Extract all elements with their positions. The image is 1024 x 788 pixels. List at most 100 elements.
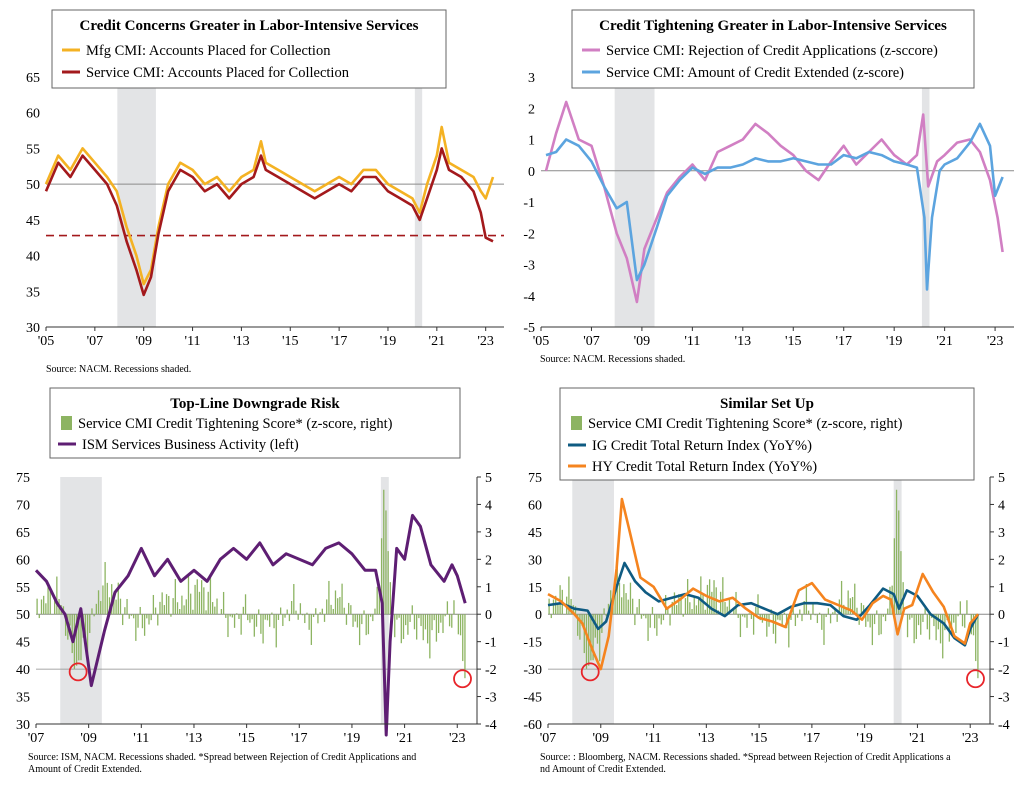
score-bar-101 [255, 614, 258, 627]
score-bar-33 [618, 582, 621, 615]
score-bar-106 [266, 614, 269, 621]
score-bar-48 [651, 606, 654, 615]
score-bar-89 [229, 614, 231, 617]
right-tick-label: -4 [998, 718, 1010, 733]
source-note-line1: Source: : Bloomberg, NACM. Recessions sh… [540, 752, 951, 763]
y-tick-label: 1 [528, 134, 535, 149]
score-bar-185 [440, 614, 442, 623]
score-bar-191 [453, 600, 455, 615]
score-bar-73 [706, 584, 709, 615]
score-bar-74 [196, 579, 198, 615]
x-tick-label: '09 [135, 334, 152, 349]
score-bar-195 [975, 614, 977, 662]
score-bar-91 [746, 614, 748, 628]
score-bar-31 [102, 585, 104, 615]
score-bar-160 [898, 510, 900, 615]
series-lines [34, 513, 467, 737]
score-bar-120 [297, 614, 299, 620]
score-bar-133 [326, 599, 328, 615]
y-tick-label: -15 [523, 636, 542, 651]
score-bar-26 [603, 608, 605, 615]
score-bar-40 [634, 614, 636, 626]
score-bar-20 [590, 614, 592, 661]
score-bar-149 [873, 614, 876, 625]
score-bar-159 [895, 489, 898, 615]
score-bar-76 [201, 580, 203, 615]
score-bar-179 [426, 614, 429, 644]
score-bar-147 [869, 614, 871, 628]
score-bar-117 [290, 601, 293, 615]
recession-shading [117, 77, 423, 327]
score-bar-61 [168, 595, 170, 615]
score-bar-135 [843, 604, 845, 615]
score-bar-60 [165, 594, 168, 615]
score-bar-178 [937, 614, 939, 630]
score-bar-128 [315, 608, 317, 615]
score-bar-65 [176, 602, 179, 615]
score-bar-34 [621, 597, 623, 615]
series-line-2 [547, 497, 980, 671]
score-bar-139 [339, 596, 341, 615]
right-tick-label: -4 [485, 718, 497, 733]
score-bar-119 [295, 610, 297, 615]
x-axis-ticks: '05 '07 '09 '11 '13 '15 '17 '19 '21 '23 [38, 327, 494, 349]
score-bar-41 [124, 607, 126, 615]
score-bar-63 [172, 598, 174, 615]
score-bar-148 [871, 614, 874, 646]
legend-label-score: Service CMI Credit Tightening Score* (z-… [78, 416, 393, 432]
source-note-line2: Amount of Credit Extended. [28, 764, 142, 775]
score-bar-175 [418, 614, 420, 619]
score-bar-70 [700, 576, 702, 615]
score-bar-90 [231, 614, 234, 618]
score-bar-104 [262, 614, 264, 644]
score-bar-126 [310, 614, 313, 645]
right-tick-label: 2 [998, 553, 1005, 568]
score-bar-103 [260, 614, 262, 634]
score-bar-182 [433, 614, 435, 621]
score-bar-184 [950, 614, 953, 634]
score-bar-174 [928, 614, 931, 640]
score-bar-190 [451, 614, 453, 628]
series-lines [544, 100, 1004, 304]
right-tick-label: 0 [998, 608, 1005, 623]
score-bar-113 [282, 614, 284, 627]
right-tick-label: -2 [485, 663, 497, 678]
score-bar-112 [792, 607, 794, 615]
y-tick-label: -5 [523, 321, 535, 336]
score-bar-24 [86, 614, 89, 662]
right-tick-label: 1 [485, 581, 492, 596]
x-tick-label: '23 [962, 731, 979, 746]
x-tick-label: '19 [344, 731, 361, 746]
y-tick-label: 75 [16, 471, 30, 486]
score-bar-107 [269, 614, 271, 627]
recession-shading [572, 477, 902, 724]
right-tick-label: 5 [998, 471, 1005, 486]
y-tick-label: 2 [528, 102, 535, 117]
score-bar-69 [185, 599, 187, 615]
score-bar-154 [884, 614, 887, 622]
score-bar-31 [614, 585, 616, 615]
score-bar-58 [161, 592, 163, 615]
series-line-2 [44, 147, 494, 297]
score-bar-156 [376, 586, 378, 615]
score-bar-44 [130, 614, 133, 616]
score-bar-49 [141, 614, 144, 629]
score-bar-162 [389, 582, 391, 615]
score-bar-1 [36, 598, 38, 615]
x-tick-label: '13 [735, 334, 752, 349]
score-bar-153 [882, 614, 885, 617]
y-tick-label: 60 [528, 498, 542, 513]
score-bar-97 [247, 614, 249, 621]
score-bar-116 [801, 614, 803, 622]
score-bar-152 [880, 614, 882, 635]
score-bar-96 [757, 594, 759, 615]
score-bar-147 [356, 614, 359, 628]
score-bar-68 [695, 605, 698, 615]
score-bar-144 [862, 605, 865, 615]
score-bar-173 [926, 614, 928, 630]
y-tick-label: 45 [26, 214, 40, 229]
score-bar-183 [435, 614, 438, 642]
score-bar-122 [814, 614, 816, 616]
score-bar-75 [711, 591, 713, 615]
